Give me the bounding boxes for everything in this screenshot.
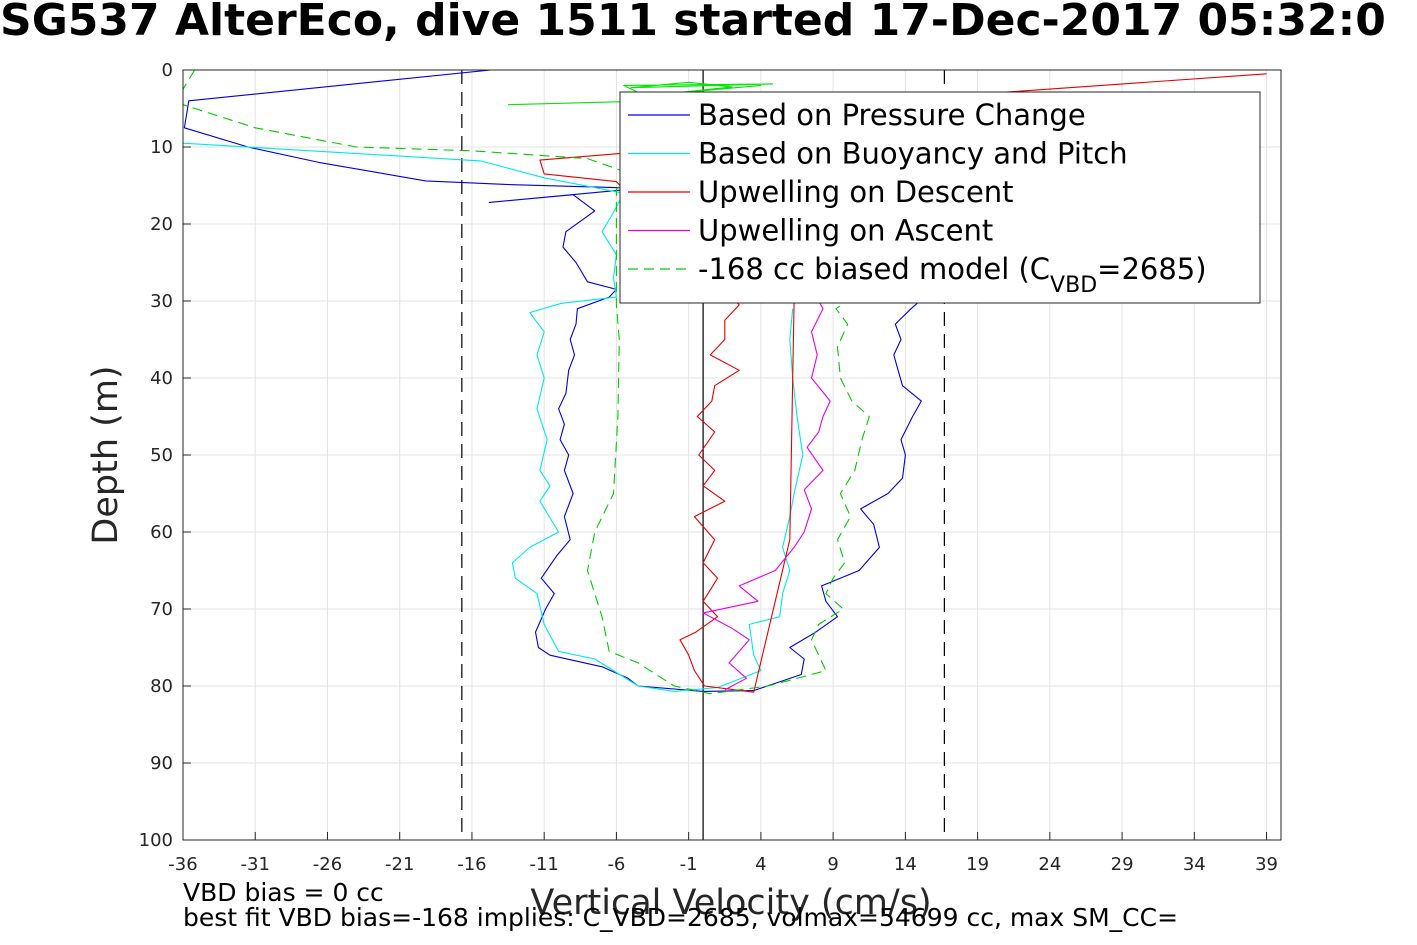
x-tick-label: 39 xyxy=(1255,854,1278,875)
x-tick-label: -11 xyxy=(529,854,558,875)
legend-box xyxy=(619,91,1261,304)
series-line xyxy=(539,73,1267,693)
x-tick-label: -16 xyxy=(457,854,486,875)
y-tick-label: 40 xyxy=(150,368,173,389)
legend-label: Upwelling on Descent xyxy=(698,175,1014,209)
y-axis-ticks: 0 10 20 30 40 50 60 70 80 90 100 xyxy=(139,60,191,851)
x-tick-label: 24 xyxy=(1038,854,1061,875)
y-tick-label: 100 xyxy=(139,830,173,851)
footer-line-vbd-bias: VBD bias = 0 cc xyxy=(183,878,384,907)
legend-label: Based on Buoyancy and Pitch xyxy=(698,137,1128,171)
series-line xyxy=(183,142,804,692)
x-axis-label: Vertical Velocity (cm/s) xyxy=(530,883,931,923)
y-tick-label: 60 xyxy=(150,522,173,543)
x-tick-label: -26 xyxy=(313,854,342,875)
legend-label: Based on Pressure Change xyxy=(698,98,1086,132)
x-tick-label: -31 xyxy=(241,854,270,875)
y-axis-label: Depth (m) xyxy=(86,365,126,544)
x-tick-label: -6 xyxy=(607,854,625,875)
y-tick-label: 10 xyxy=(150,137,173,158)
y-tick-label: 80 xyxy=(150,676,173,697)
x-tick-label: 4 xyxy=(755,854,766,875)
x-tick-label: 9 xyxy=(827,854,838,875)
x-tick-label: -1 xyxy=(680,854,698,875)
x-tick-label: 14 xyxy=(894,854,917,875)
footer-line-best-fit: best fit VBD bias=-168 implies: C_VBD=26… xyxy=(183,903,1179,932)
y-tick-label: 0 xyxy=(162,60,173,81)
x-tick-label: -36 xyxy=(168,854,197,875)
y-tick-label: 30 xyxy=(150,291,173,312)
y-tick-label: 70 xyxy=(150,599,173,620)
chart-title: SG537 AlterEco, dive 1511 started 17-Dec… xyxy=(0,0,1386,46)
x-tick-label: -21 xyxy=(385,854,414,875)
x-tick-label: 19 xyxy=(966,854,989,875)
legend-label: Upwelling on Ascent xyxy=(698,214,993,248)
x-tick-label: 34 xyxy=(1183,854,1206,875)
legend: Based on Pressure Change Based on Buoyanc… xyxy=(619,91,1261,304)
series-line xyxy=(183,70,922,692)
y-tick-label: 50 xyxy=(150,445,173,466)
y-tick-label: 20 xyxy=(150,214,173,235)
data-series xyxy=(183,70,1267,695)
series-line xyxy=(183,70,870,695)
series-line xyxy=(702,300,831,691)
x-axis-ticks: -36 -31 -26 -21 -16 -11 -6 -1 4 9 14 19 24 29 34 39 xyxy=(168,832,1278,875)
x-tick-label: 29 xyxy=(1111,854,1134,875)
y-tick-label: 90 xyxy=(150,753,173,774)
